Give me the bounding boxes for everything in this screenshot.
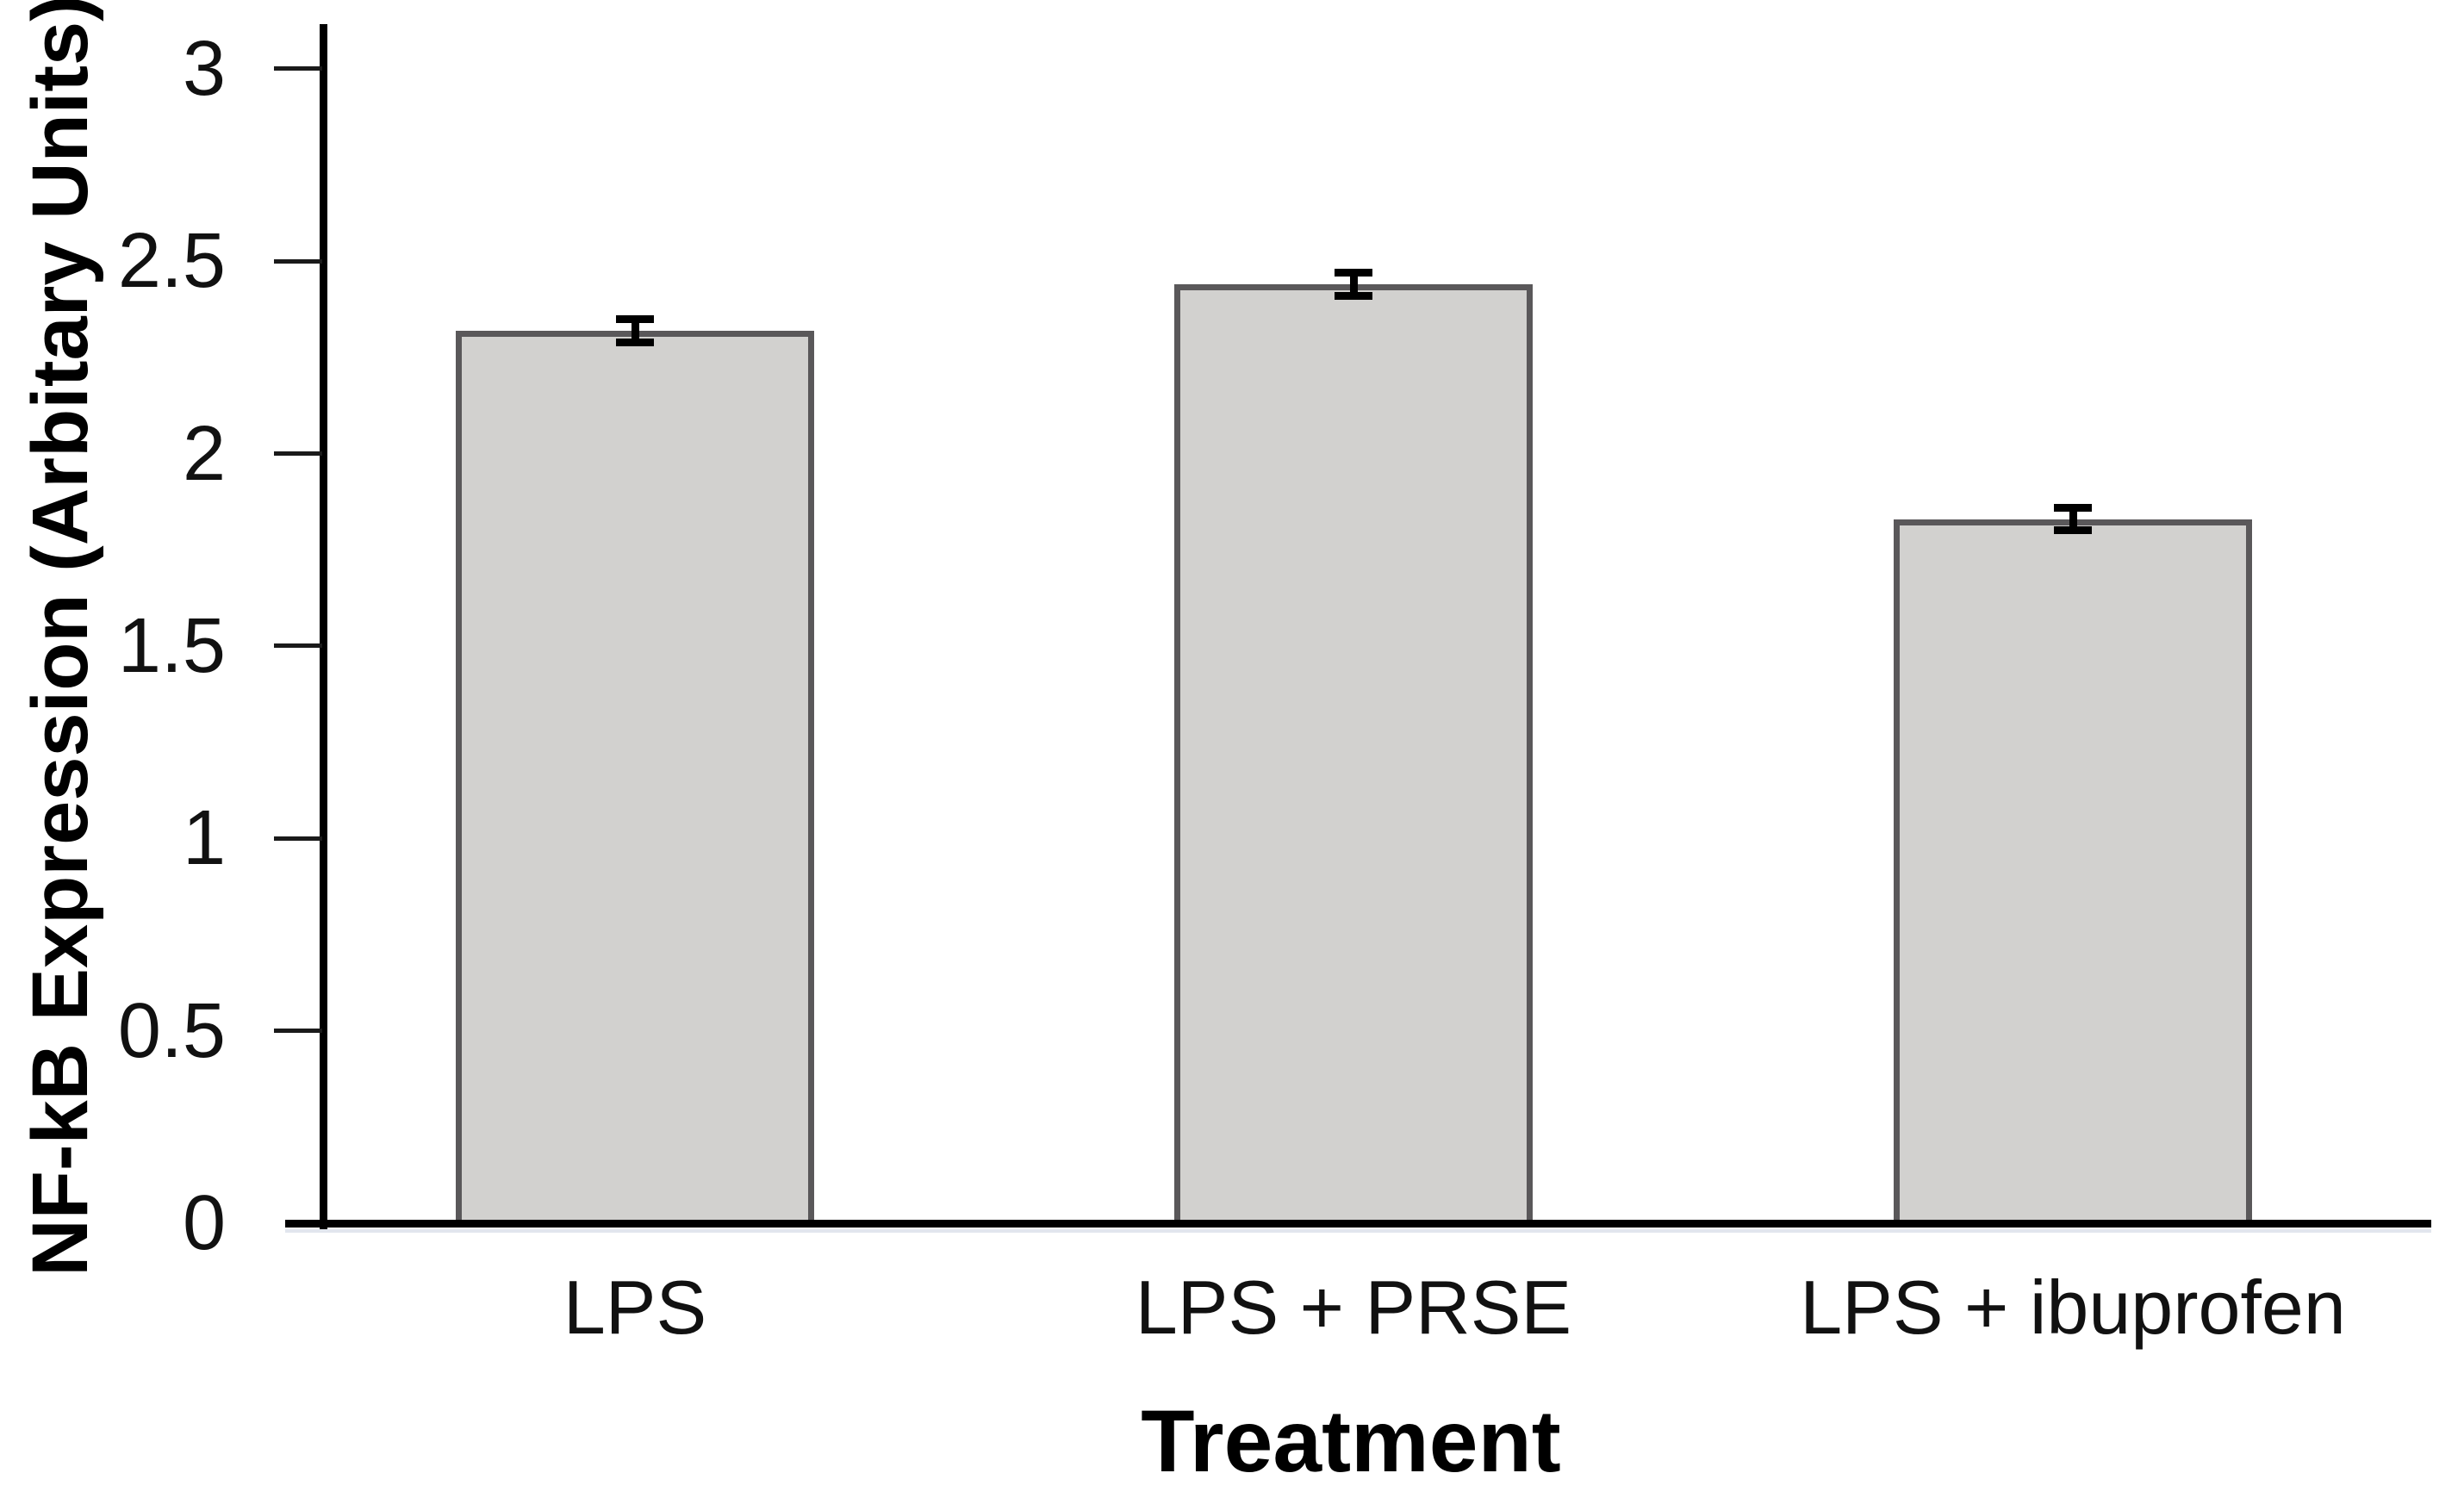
y-tick-label: 1 — [182, 795, 226, 882]
bar-LPS + ibuprofen — [1894, 519, 2252, 1223]
x-axis-title: Treatment — [1141, 1392, 1561, 1490]
y-tick-mark — [274, 66, 322, 71]
error-bar-whisker — [1349, 269, 1358, 300]
bar-LPS — [456, 330, 814, 1223]
y-tick-mark — [274, 1029, 322, 1034]
y-tick-label: 2.5 — [117, 218, 226, 305]
x-tick-label: LPS — [563, 1265, 707, 1350]
y-tick-label: 2 — [182, 410, 226, 497]
y-tick-mark — [274, 643, 322, 649]
x-tick-label: LPS + PRSE — [1135, 1265, 1572, 1350]
y-tick-label: 3 — [182, 25, 226, 112]
bar-LPS + PRSE — [1174, 284, 1533, 1223]
y-axis-line — [320, 24, 327, 1230]
y-tick-label: 0.5 — [117, 987, 226, 1074]
x-axis-shadow-line — [285, 1229, 2431, 1233]
y-tick-label: 1.5 — [117, 602, 226, 689]
y-tick-label: 0 — [182, 1180, 226, 1266]
x-axis-line — [285, 1220, 2431, 1228]
y-tick-mark — [274, 836, 322, 841]
error-bar-whisker — [2069, 503, 2077, 535]
y-tick-mark — [274, 258, 322, 264]
y-tick-mark — [274, 451, 322, 457]
x-tick-label: LPS + ibuprofen — [1800, 1265, 2346, 1350]
error-bar-whisker — [631, 314, 639, 346]
